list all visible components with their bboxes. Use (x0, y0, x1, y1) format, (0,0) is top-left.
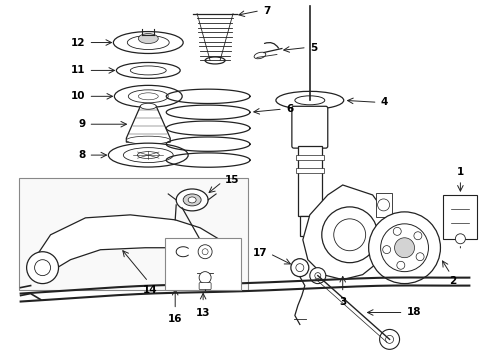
Circle shape (414, 232, 422, 240)
Ellipse shape (176, 189, 208, 211)
Circle shape (368, 212, 441, 284)
Text: 7: 7 (263, 6, 270, 15)
Ellipse shape (127, 36, 169, 50)
FancyBboxPatch shape (292, 106, 328, 148)
Circle shape (310, 268, 326, 284)
Bar (296, 155, 324, 160)
Circle shape (296, 264, 304, 272)
Circle shape (35, 260, 50, 276)
Circle shape (397, 261, 405, 269)
Circle shape (26, 252, 58, 284)
Ellipse shape (128, 90, 168, 103)
Bar (300, 216, 320, 236)
Text: 5: 5 (310, 42, 317, 53)
Polygon shape (303, 185, 388, 280)
Bar (376, 193, 392, 217)
Ellipse shape (108, 143, 188, 167)
Ellipse shape (113, 32, 183, 54)
Ellipse shape (276, 91, 343, 109)
Text: 11: 11 (71, 66, 85, 76)
Text: 15: 15 (225, 175, 240, 185)
Circle shape (394, 238, 415, 258)
Circle shape (334, 219, 366, 251)
Bar (296, 168, 324, 173)
Ellipse shape (140, 103, 156, 109)
Polygon shape (126, 106, 170, 142)
Circle shape (416, 253, 424, 261)
Ellipse shape (137, 152, 159, 159)
Text: 8: 8 (78, 150, 85, 160)
Text: 9: 9 (78, 119, 85, 129)
Text: 14: 14 (143, 285, 158, 294)
Text: 3: 3 (339, 297, 346, 307)
FancyBboxPatch shape (199, 283, 211, 289)
FancyBboxPatch shape (165, 238, 241, 289)
Ellipse shape (123, 148, 173, 163)
Circle shape (381, 224, 428, 272)
Ellipse shape (138, 93, 158, 100)
Text: 1: 1 (457, 167, 464, 177)
Circle shape (455, 234, 466, 244)
Circle shape (383, 246, 391, 253)
Circle shape (199, 272, 211, 284)
Polygon shape (30, 215, 220, 275)
Ellipse shape (188, 197, 196, 203)
Circle shape (291, 259, 309, 276)
Text: 12: 12 (71, 37, 85, 48)
Circle shape (393, 228, 401, 235)
Ellipse shape (254, 52, 266, 59)
FancyArrowPatch shape (265, 42, 278, 48)
Bar (298, 146, 322, 216)
Text: 18: 18 (407, 307, 421, 318)
Text: 4: 4 (381, 97, 388, 107)
Ellipse shape (114, 85, 182, 107)
Ellipse shape (130, 66, 166, 75)
Ellipse shape (138, 33, 158, 44)
Circle shape (378, 199, 390, 211)
Circle shape (315, 273, 321, 279)
Text: 16: 16 (168, 315, 182, 324)
Ellipse shape (116, 62, 180, 78)
FancyBboxPatch shape (19, 178, 248, 289)
Ellipse shape (295, 96, 325, 105)
Bar (443, 195, 477, 239)
Circle shape (198, 245, 212, 259)
Text: 10: 10 (71, 91, 85, 101)
Text: 13: 13 (196, 307, 210, 318)
Ellipse shape (126, 136, 170, 144)
Ellipse shape (183, 194, 201, 206)
Circle shape (380, 329, 399, 349)
Circle shape (386, 336, 393, 343)
Circle shape (322, 207, 378, 263)
Text: 6: 6 (286, 104, 293, 114)
Text: 2: 2 (449, 276, 456, 285)
Text: 17: 17 (252, 248, 267, 258)
Circle shape (202, 249, 208, 255)
Ellipse shape (205, 57, 225, 64)
